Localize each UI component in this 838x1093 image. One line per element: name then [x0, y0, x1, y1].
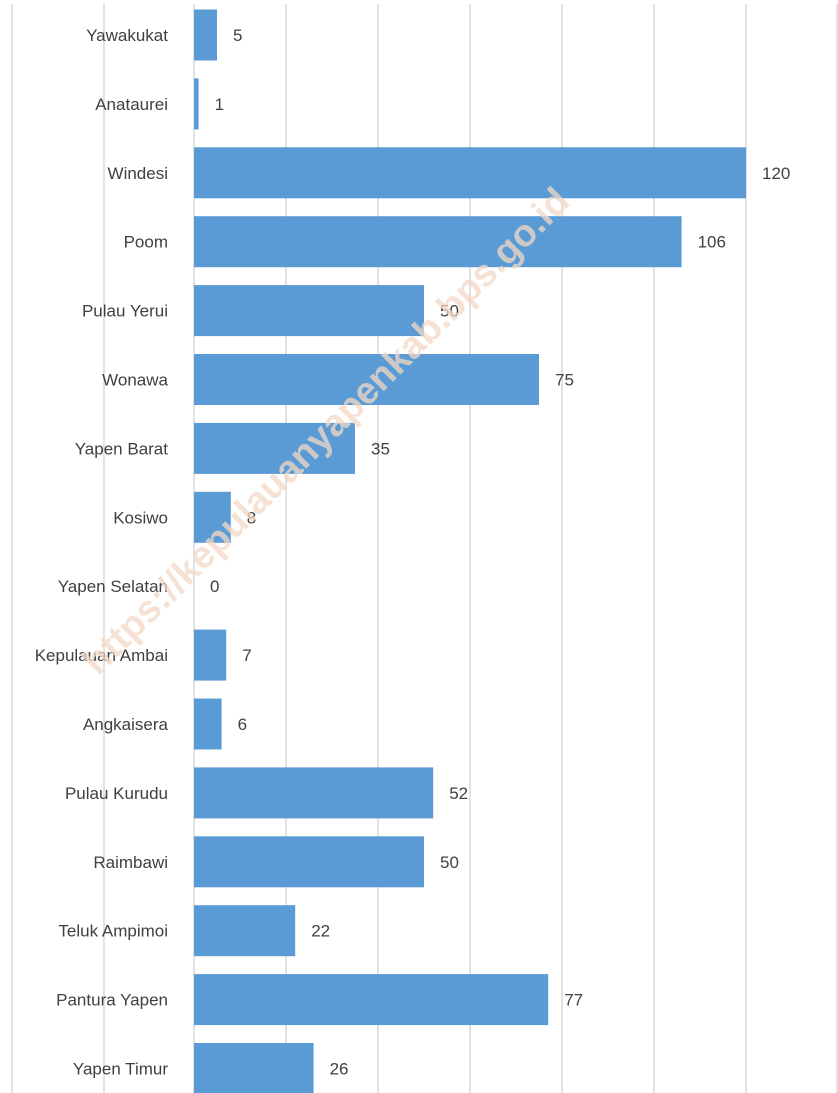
bar-kepulauan-ambai — [194, 629, 227, 681]
data-label-poom: 106 — [698, 233, 726, 252]
category-label-pantura-yapen: Pantura Yapen — [56, 991, 168, 1010]
bar-teluk-ampimoi — [194, 905, 296, 957]
bar-windesi — [194, 147, 746, 199]
data-label-anataurei: 1 — [215, 95, 224, 114]
category-label-teluk-ampimoi: Teluk Ampimoi — [58, 922, 168, 941]
category-label-pulau-kurudu: Pulau Kurudu — [65, 784, 168, 803]
bar-raimbawi — [194, 836, 424, 888]
bar-pantura-yapen — [194, 974, 549, 1026]
data-label-yapen-selatan: 0 — [210, 577, 219, 596]
bar-angkaisera — [194, 698, 222, 750]
bar-yapen-timur — [194, 1043, 314, 1093]
category-label-yapen-barat: Yapen Barat — [75, 439, 169, 458]
bar-yapen-barat — [194, 422, 355, 474]
data-label-teluk-ampimoi: 22 — [311, 922, 330, 941]
category-label-angkaisera: Angkaisera — [83, 715, 169, 734]
data-label-raimbawi: 50 — [440, 853, 459, 872]
data-label-yapen-timur: 26 — [330, 1060, 349, 1079]
data-labels: 5 1 120 106 50 75 35 8 0 7 6 52 50 22 77 26 — [210, 26, 790, 1079]
data-label-windesi: 120 — [762, 164, 790, 183]
data-label-wonawa: 75 — [555, 371, 574, 390]
data-label-kepulauan-ambai: 7 — [242, 646, 251, 665]
data-label-yawakukat: 5 — [233, 26, 242, 45]
category-label-yawakukat: Yawakukat — [86, 26, 168, 45]
bar-poom — [194, 216, 682, 268]
category-label-yapen-selatan: Yapen Selatan — [58, 577, 168, 596]
data-label-pulau-kurudu: 52 — [449, 784, 468, 803]
bar-wonawa — [194, 354, 539, 405]
data-label-pantura-yapen: 77 — [564, 991, 583, 1010]
category-labels: Yawakukat Anataurei Windesi Poom Pulau Yerui… — [35, 26, 169, 1079]
bars — [194, 9, 746, 1093]
category-label-windesi: Windesi — [108, 164, 168, 183]
category-label-pulau-yerui: Pulau Yerui — [82, 302, 168, 321]
bar-anataurei — [194, 78, 199, 130]
data-label-yapen-barat: 35 — [371, 439, 390, 458]
category-label-anataurei: Anataurei — [95, 95, 168, 114]
bar-pulau-yerui — [194, 285, 424, 337]
bar-yawakukat — [194, 9, 217, 61]
bar-pulau-kurudu — [194, 767, 434, 819]
data-label-angkaisera: 6 — [238, 715, 247, 734]
category-label-kepulauan-ambai: Kepulauan Ambai — [35, 646, 168, 665]
category-label-wonawa: Wonawa — [102, 371, 168, 390]
category-label-kosiwo: Kosiwo — [113, 508, 168, 527]
category-label-raimbawi: Raimbawi — [93, 853, 168, 872]
category-label-poom: Poom — [124, 233, 168, 252]
data-label-kosiwo: 8 — [247, 508, 256, 527]
category-label-yapen-timur: Yapen Timur — [73, 1060, 168, 1079]
bar-kosiwo — [194, 491, 231, 543]
data-label-pulau-yerui: 50 — [440, 302, 459, 321]
